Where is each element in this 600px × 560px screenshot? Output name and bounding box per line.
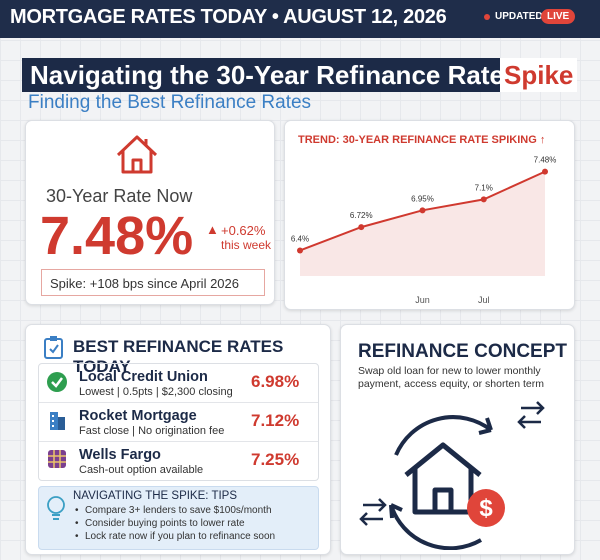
lender-details: Lowest | 0.5pts | $2,300 closing <box>79 386 233 398</box>
lender-name: Wells Fargo <box>79 447 161 463</box>
live-dot <box>484 14 490 20</box>
tip-bullet: • <box>75 505 79 516</box>
headline-highlight: Spike <box>500 58 578 92</box>
bulb-icon <box>47 496 65 520</box>
lender-name: Rocket Mortgage <box>79 408 197 424</box>
clipboard-icon <box>44 336 63 359</box>
chart-card: TREND: 30-YEAR REFINANCE RATE SPIKING ↑ … <box>284 120 575 310</box>
area <box>300 171 545 276</box>
change-arrow: ▲ <box>206 222 219 237</box>
concept-title: REFINANCE CONCEPT <box>358 341 568 362</box>
headline-box: Navigating the 30-Year Refinance Rate <box>22 58 512 92</box>
lenders-card: BEST REFINANCE RATES TODAY Local Credit … <box>25 324 331 555</box>
value-label: 7.1% <box>475 183 493 192</box>
lender-details: Fast close | No origination fee <box>79 425 225 437</box>
concept-card: REFINANCE CONCEPT Swap old loan for new … <box>340 324 575 555</box>
live-badge: LIVE <box>541 9 576 24</box>
svg-text:$: $ <box>479 495 493 522</box>
lender-rate: 7.12% <box>251 411 300 430</box>
trend-chart: TREND: 30-YEAR REFINANCE RATE SPIKING ↑ … <box>291 134 557 305</box>
lenders-title: BEST REFINANCE RATES TODAY <box>73 337 284 376</box>
lender-details: Cash-out option available <box>79 464 204 476</box>
tips-box: NAVIGATING THE SPIKE: TIPS • Compare 3+ l… <box>38 486 319 550</box>
point <box>297 247 303 254</box>
point <box>358 224 365 231</box>
lender-rate: 6.98% <box>251 372 300 391</box>
change-note: this week <box>221 238 272 252</box>
point <box>419 207 426 214</box>
x-tick-label: Jun <box>415 295 430 305</box>
tips-title: NAVIGATING THE SPIKE: TIPS <box>73 490 238 502</box>
header-title: MORTGAGE RATES TODAY • AUGUST 12, 2026 <box>10 6 447 28</box>
spike-note: Spike: +108 bps since April 2026 <box>41 269 265 296</box>
row-divider <box>39 441 318 442</box>
tip-item: Consider buying points to lower rate <box>85 518 245 529</box>
headline-title: Navigating the 30-Year Refinance Rate <box>30 60 504 90</box>
concept-description: Swap old loan for new to lower monthly p… <box>358 365 544 390</box>
value-label: 6.72% <box>350 211 373 220</box>
point <box>542 168 548 175</box>
point <box>480 196 487 203</box>
tip-bullet: • <box>75 518 79 529</box>
lender-rate: 7.25% <box>251 450 300 469</box>
rate-label: 30-Year Rate Now <box>46 186 193 206</box>
tip-item: Lock rate now if you plan to refinance s… <box>85 531 276 542</box>
value-label: 6.4% <box>291 234 309 243</box>
lender-name: Local Credit Union <box>79 369 208 385</box>
lender-list: Local Credit Union Lowest | 0.5pts | $2,3… <box>38 363 319 481</box>
header-bar: MORTGAGE RATES TODAY • AUGUST 12, 2026 U… <box>0 0 600 38</box>
row-divider <box>39 402 318 403</box>
chart-title: TREND: 30-YEAR REFINANCE RATE SPIKING ↑ <box>298 134 545 146</box>
rate-card: 30-Year Rate Now 7.48% ▲ +0.62% this wee… <box>25 120 275 305</box>
value-label: 7.48% <box>534 156 557 165</box>
house-icon <box>116 135 158 174</box>
x-tick-label: Jul <box>478 295 490 305</box>
value-label: 6.95% <box>411 194 434 203</box>
tip-item: Compare 3+ lenders to save $100s/month <box>85 505 272 516</box>
rate-change: +0.62% <box>221 223 266 238</box>
updated-label: UPDATED <box>495 11 543 22</box>
concept-illustration: $ <box>359 401 545 550</box>
lender-icons <box>47 372 67 468</box>
subtitle: Finding the Best Refinance Rates <box>28 92 312 113</box>
tip-bullet: • <box>75 531 79 542</box>
rate-value: 7.48% <box>40 206 194 266</box>
